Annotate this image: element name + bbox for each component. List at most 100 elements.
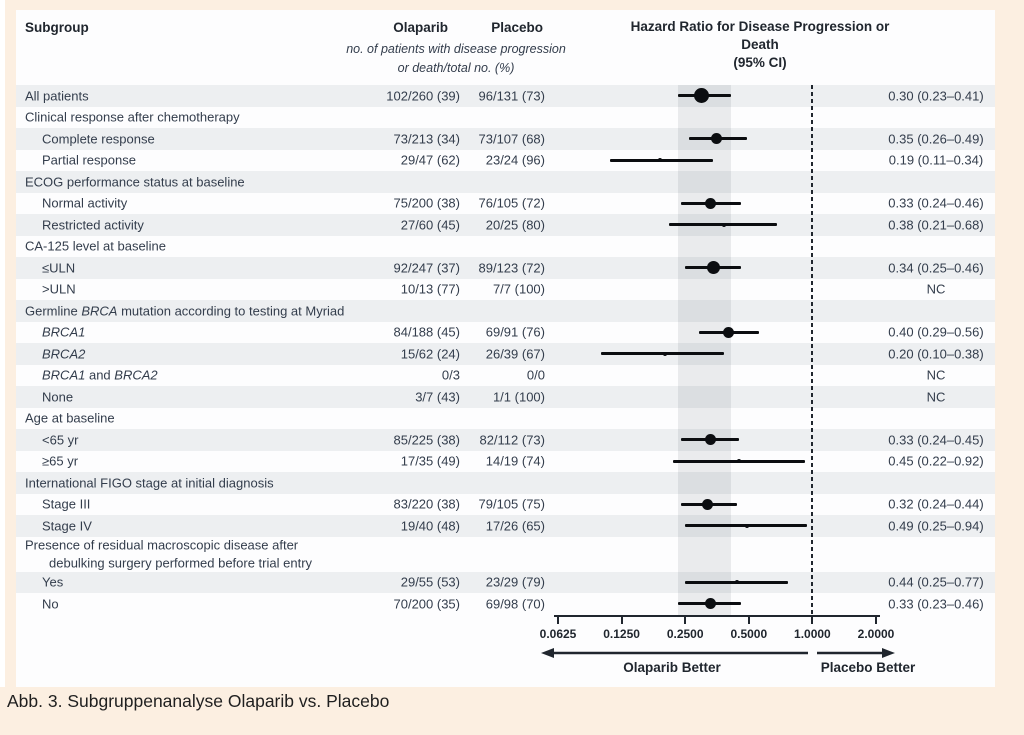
row-label: Clinical response after chemotherapy — [25, 109, 240, 125]
x-axis-tick — [620, 615, 623, 624]
group-header-row: International FIGO stage at initial diag… — [16, 472, 995, 494]
olaparib-count-cell: 85/225 (38) — [393, 432, 461, 448]
row-label: <65 yr — [42, 432, 79, 448]
placebo-count-cell: 96/131 (73) — [478, 88, 546, 104]
placebo-count-cell: 23/29 (79) — [485, 574, 545, 590]
group-header-row: Germline BRCA mutation according to test… — [16, 300, 995, 322]
hazard-ratio-cell: 0.33 (0.24–0.45) — [888, 432, 984, 448]
table-row: Partial response 29/47 (62) 23/24 (96) 0.19… — [16, 150, 995, 172]
hazard-ratio-cell: NC — [926, 389, 946, 405]
table-row: ≥65 yr 17/35 (49) 14/19 (74) 0.45 (0.22–0.9… — [16, 451, 995, 473]
placebo-count-cell: 26/39 (67) — [485, 346, 545, 362]
row-label: BRCA2 — [42, 346, 86, 362]
x-axis-tick — [747, 615, 750, 624]
hazard-ratio-cell: NC — [926, 281, 946, 297]
table-row: Stage IV 19/40 (48) 17/26 (65) 0.49 (0.25–0… — [16, 515, 995, 537]
placebo-count-cell: 20/25 (80) — [485, 217, 545, 233]
placebo-count-cell: 7/7 (100) — [492, 281, 545, 297]
column-header-hazard-ratio: Hazard Ratio for Disease Progression or … — [610, 18, 910, 72]
olaparib-count-cell: 84/188 (45) — [393, 324, 461, 340]
hr-header-line1: Hazard Ratio for Disease Progression or … — [630, 19, 890, 52]
hazard-ratio-cell: 0.20 (0.10–0.38) — [888, 346, 984, 362]
row-label: ECOG performance status at baseline — [25, 174, 245, 190]
table-row: Restricted activity 27/60 (45) 20/25 (80) 0… — [16, 214, 995, 236]
olaparib-count-cell: 17/35 (49) — [400, 453, 460, 469]
olaparib-count-cell: 27/60 (45) — [400, 217, 460, 233]
x-axis-tick — [684, 615, 687, 624]
hazard-ratio-cell: 0.49 (0.25–0.94) — [888, 518, 984, 534]
group-header-row: debulking surgery performed before trial… — [16, 554, 995, 572]
placebo-count-cell: 69/91 (76) — [485, 324, 545, 340]
row-label: Presence of residual macroscopic disease… — [25, 537, 299, 553]
placebo-count-cell: 89/123 (72) — [478, 260, 546, 276]
hazard-ratio-cell: 0.34 (0.25–0.46) — [888, 260, 984, 276]
table-row: Complete response 73/213 (34) 73/107 (68) 0… — [16, 128, 995, 150]
row-label: Complete response — [42, 131, 155, 147]
row-label: Age at baseline — [25, 410, 115, 426]
table-row: BRCA2 15/62 (24) 26/39 (67) 0.20 (0.10–0.38… — [16, 343, 995, 365]
row-label: Germline BRCA mutation according to test… — [25, 303, 345, 319]
row-label: BRCA1 — [42, 324, 86, 340]
hazard-ratio-cell: 0.38 (0.21–0.68) — [888, 217, 984, 233]
x-axis-tick-label: 0.0625 — [539, 627, 577, 641]
row-label: ≤ULN — [42, 260, 76, 276]
row-label: Stage III — [42, 496, 91, 512]
olaparib-count-cell: 29/47 (62) — [400, 152, 460, 168]
column-header-subgroup: Subgroup — [25, 20, 89, 35]
olaparib-count-cell: 0/3 — [441, 367, 460, 383]
placebo-count-cell: 1/1 (100) — [492, 389, 545, 405]
group-header-row: Age at baseline — [16, 408, 995, 430]
x-axis-line — [554, 615, 880, 617]
row-label: International FIGO stage at initial diag… — [25, 475, 274, 491]
hr-header-line2: (95% CI) — [733, 55, 787, 70]
olaparib-count-cell: 19/40 (48) — [400, 518, 460, 534]
olaparib-count-cell: 83/220 (38) — [393, 496, 461, 512]
table-row: Normal activity 75/200 (38) 76/105 (72) 0.3… — [16, 193, 995, 215]
group-header-row: Presence of residual macroscopic disease… — [16, 537, 995, 555]
hazard-ratio-cell: 0.40 (0.29–0.56) — [888, 324, 984, 340]
hazard-ratio-cell: 0.19 (0.11–0.34) — [888, 152, 984, 168]
placebo-count-cell: 69/98 (70) — [485, 596, 545, 612]
placebo-count-cell: 0/0 — [526, 367, 545, 383]
x-axis-tick-label: 0.5000 — [730, 627, 768, 641]
table-row: Yes 29/55 (53) 23/29 (79) 0.44 (0.25–0.77) — [16, 571, 995, 593]
subheader-line2: or death/total no. (%) — [397, 61, 515, 75]
olaparib-count-cell: 92/247 (37) — [393, 260, 461, 276]
forest-plot-panel: Subgroup Olaparib Placebo no. of patient… — [16, 10, 995, 687]
column-header-placebo: Placebo — [491, 20, 543, 35]
hazard-ratio-cell: 0.35 (0.26–0.49) — [888, 131, 984, 147]
x-axis-tick — [811, 615, 814, 624]
row-label: >ULN — [42, 281, 76, 297]
hazard-ratio-cell: 0.33 (0.23–0.46) — [888, 596, 984, 612]
placebo-count-cell: 82/112 (73) — [479, 432, 545, 448]
placebo-count-cell: 23/24 (96) — [485, 152, 545, 168]
table-row: None 3/7 (43) 1/1 (100) NC — [16, 386, 995, 408]
row-label: Partial response — [42, 152, 136, 168]
olaparib-better-label: Olaparib Better — [623, 660, 721, 675]
olaparib-count-cell: 29/55 (53) — [400, 574, 460, 590]
figure-caption: Abb. 3. Subgruppenanalyse Olaparib vs. P… — [7, 691, 390, 711]
row-label: Stage IV — [42, 518, 92, 534]
row-label: ≥65 yr — [42, 453, 79, 469]
hazard-ratio-cell: 0.30 (0.23–0.41) — [888, 88, 984, 104]
group-header-row: ECOG performance status at baseline — [16, 171, 995, 193]
placebo-count-cell: 17/26 (65) — [485, 518, 545, 534]
x-axis-tick-label: 1.0000 — [794, 627, 831, 641]
table-row: BRCA1 84/188 (45) 69/91 (76) 0.40 (0.29–0.5… — [16, 322, 995, 344]
table-row: BRCA1 and BRCA2 0/3 0/0 NC — [16, 365, 995, 387]
olaparib-count-cell: 102/260 (39) — [386, 88, 460, 104]
hazard-ratio-cell: 0.44 (0.25–0.77) — [888, 574, 984, 590]
hazard-ratio-cell: NC — [926, 367, 946, 383]
olaparib-count-cell: 75/200 (38) — [393, 195, 461, 211]
row-label: Restricted activity — [42, 217, 144, 233]
placebo-count-cell: 73/107 (68) — [478, 131, 546, 147]
olaparib-count-cell: 10/13 (77) — [400, 281, 460, 297]
olaparib-count-cell: 15/62 (24) — [400, 346, 460, 362]
group-header-row: Clinical response after chemotherapy — [16, 107, 995, 129]
olaparib-better-arrow-icon — [541, 648, 808, 658]
x-axis-tick-label: 0.1250 — [603, 627, 640, 641]
table-row: >ULN 10/13 (77) 7/7 (100) NC — [16, 279, 995, 301]
placebo-count-cell: 76/105 (72) — [478, 195, 546, 211]
page-left-margin — [0, 0, 5, 687]
